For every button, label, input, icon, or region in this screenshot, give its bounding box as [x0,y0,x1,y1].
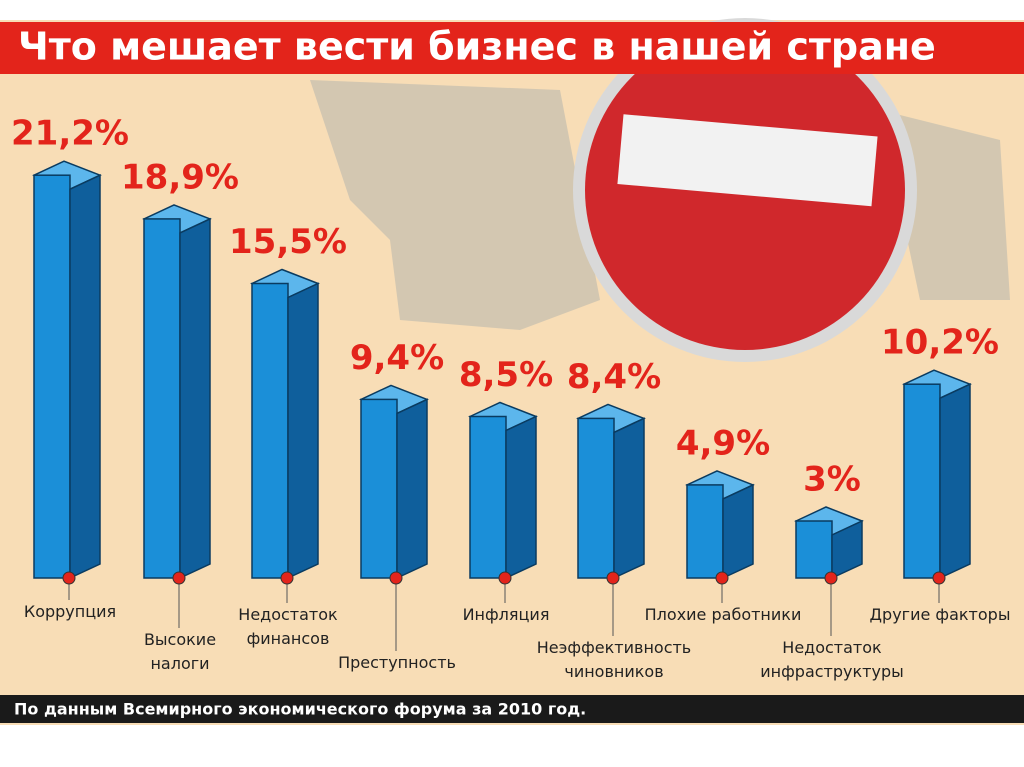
bar-side [939,383,971,580]
bar [33,174,71,579]
dot [389,571,403,585]
x-tick-label: Другие факторы [870,605,1011,624]
x-tick-label: Недостаток финансов [238,605,338,648]
value-label: 4,9% [676,423,770,463]
dot [280,571,294,585]
money-image [310,80,600,330]
value-label: 15,5% [229,222,347,262]
value-label: 9,4% [350,338,444,378]
bar [686,484,724,579]
bar [469,415,507,579]
chart-title: Что мешает вести бизнес в нашей стране [18,25,936,69]
value-label: 8,4% [567,357,661,397]
dot [498,571,512,585]
value-label: 3% [803,460,861,500]
dot [824,571,838,585]
dot [715,571,729,585]
x-tick-label: Высокие налоги [144,630,216,673]
bar [360,398,398,579]
bar [577,417,615,579]
dot [62,571,76,585]
bar-side [722,483,754,580]
value-label: 18,9% [121,157,239,197]
x-tick-label: Плохие работники [645,605,802,624]
bar [143,218,181,579]
bar-side [396,398,428,580]
x-tick-label: Преступность [338,653,456,672]
x-tick-label: Неэффективность чиновников [537,638,691,681]
bar [903,383,941,579]
source: По данным Всемирного экономического фору… [14,700,586,719]
x-tick-label: Инфляция [463,605,550,624]
bar [251,282,289,579]
decoration [310,18,1010,362]
dot [172,571,186,585]
sign-bar [617,114,878,207]
dot [606,571,620,585]
value-label: 8,5% [459,355,553,395]
bar-side [613,417,645,580]
bar-side [831,519,863,580]
value-label: 21,2% [11,114,129,154]
bar-side [505,415,537,580]
bar-side [179,217,211,580]
x-tick-label: Недостаток инфраструктуры [760,638,903,681]
footer-bar [0,695,1024,723]
dot [932,571,946,585]
bar-side [69,174,101,580]
bar-side [287,282,319,580]
x-tick-label: Коррупция [24,602,116,621]
bar [795,520,833,579]
value-label: 10,2% [881,323,999,363]
title-bar [0,22,1024,74]
